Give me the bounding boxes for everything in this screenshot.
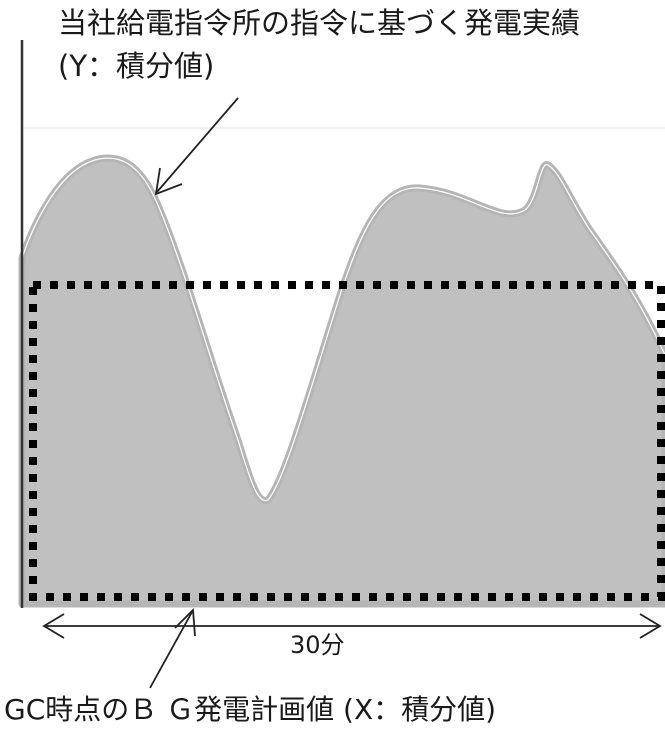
actual-generation-label: 当社給電指令所の指令に基づく発電実績: [58, 6, 581, 40]
actual-generation-highlight: [21, 157, 665, 502]
duration-arrow: [42, 613, 662, 639]
plan-pointer-arrow: [149, 607, 196, 689]
actual-generation-area: [18, 154, 665, 608]
duration-label: 30分: [290, 631, 345, 659]
plan-value-box: [29, 281, 665, 601]
plan-value-label: GC時点のＢ Ｇ発電計画値 (X：積分値): [4, 693, 497, 726]
actual-pointer-arrow: [154, 97, 239, 196]
actual-generation-sublabel: (Y：積分値): [58, 49, 215, 83]
